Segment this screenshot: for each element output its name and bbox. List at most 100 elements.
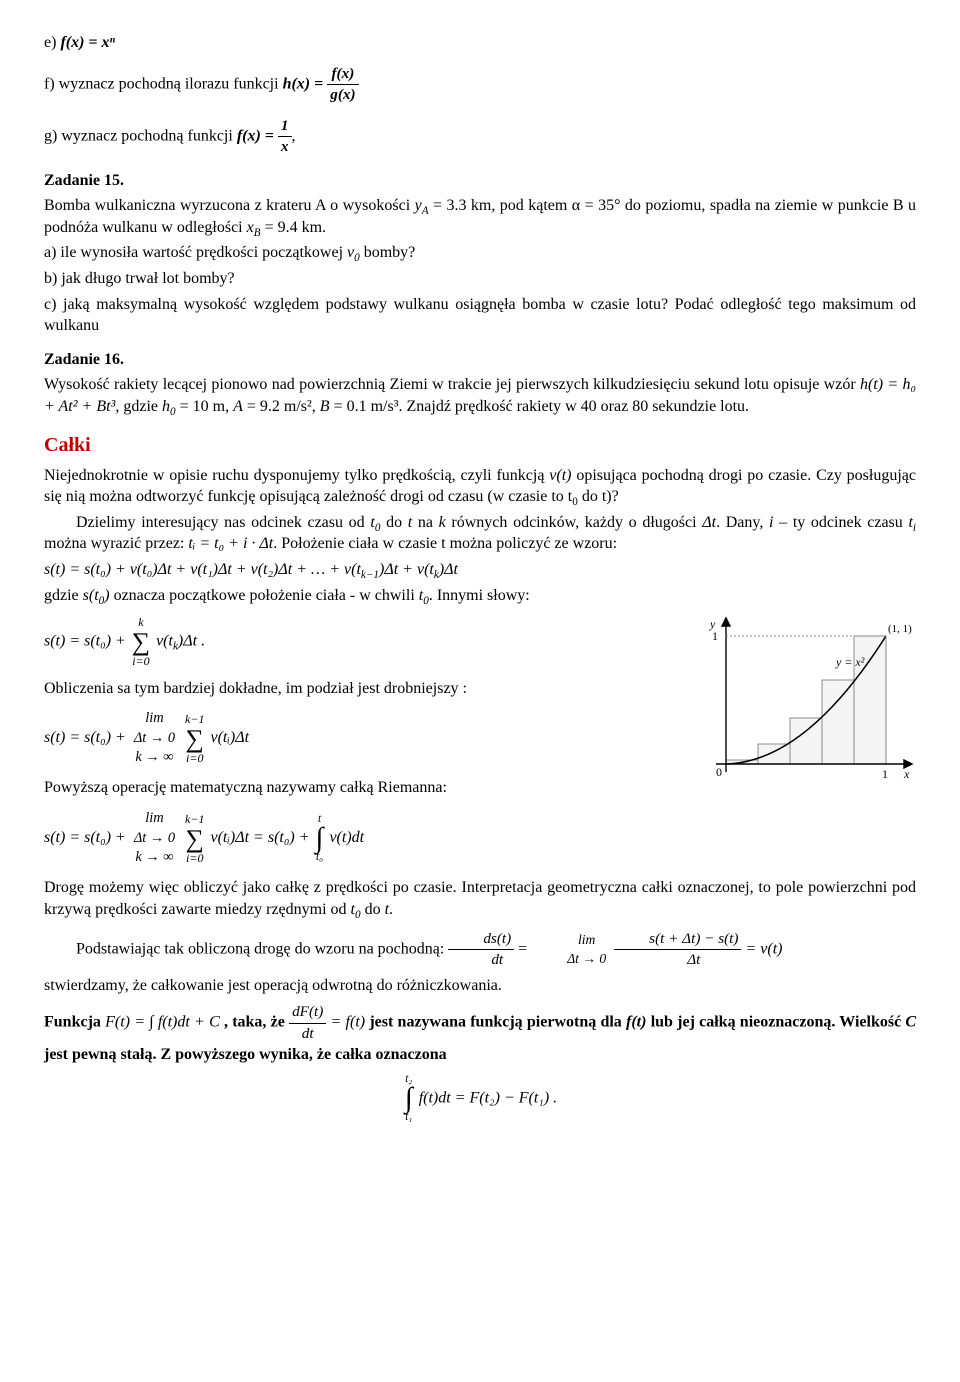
sum2-lim-top: lim [134, 709, 175, 728]
calki-p2a: Dzielimy interesujący nas odcinek czasu … [76, 514, 370, 531]
calki-p2: Dzielimy interesujący nas odcinek czasu … [44, 512, 916, 555]
p7-lim-top: lim [535, 931, 606, 949]
item-g-num: 1 [278, 116, 292, 138]
riem-lim: lim Δt → 0 k → ∞ [134, 809, 175, 867]
p9f: jest pewną stałą. Z powyższego wynika, ż… [44, 1046, 447, 1063]
riem-sum-bot: i=0 [185, 850, 204, 866]
z16-body: Wysokość rakiety lecącej pionowo nad pow… [44, 374, 916, 417]
item-f-text: f) wyznacz pochodną ilorazu funkcji [44, 75, 283, 92]
p9-C: C [905, 1014, 916, 1031]
calki-final: t₂ ∫ t₁ f(t)dt = F(t₂) − F(t₁) . [44, 1072, 916, 1125]
p9a: Funkcja [44, 1014, 105, 1031]
z15-qa: a) ile wynosiła wartość prędkości począt… [44, 242, 916, 264]
p9c: = f(t) [331, 1014, 366, 1031]
p9-den: dt [289, 1024, 326, 1045]
sum2-lim-bot: k → ∞ [134, 748, 175, 767]
riem-sigma: k−1 ∑ i=0 [185, 811, 204, 866]
p9-num: dF(t) [289, 1002, 326, 1024]
sum2-lim-mid: Δt → 0 [134, 729, 175, 748]
p7-num1: ds(t) [448, 929, 514, 951]
z15-body: Bomba wulkaniczna wyrzucona z krateru A … [44, 195, 916, 238]
calki-p6c: . [389, 901, 393, 918]
z16-b5: = 0.1 m/s³. Znajdź prędkość rakiety w 40… [330, 398, 750, 415]
riem-lim-mid: Δt → 0 [134, 829, 175, 848]
calki-p2h: . Położenie ciała w czasie t można polic… [273, 535, 617, 552]
calki-p3a: gdzie [44, 587, 83, 604]
p9e: lub jej całką nieoznaczoną. Wielkość [651, 1014, 906, 1031]
calki-eq-ti: tᵢ = t₀ + i · Δt [188, 535, 273, 552]
calki-ti-sub: i [913, 522, 916, 534]
sum2-lim: lim Δt → 0 k → ∞ [134, 709, 175, 767]
p7b: = v(t) [745, 940, 782, 957]
graph-point: (1, 1) [888, 623, 912, 635]
item-g: g) wyznacz pochodną funkcji f(x) = 1 x , [44, 116, 916, 158]
final-eq: f(t)dt = F(t₂) − F(t₁) . [419, 1089, 557, 1106]
z15-eq2: = 9.4 km. [261, 219, 326, 236]
z16-b3: = 10 m, [176, 398, 233, 415]
graph-origin: 0 [716, 765, 722, 779]
z15-qc: c) jaką maksymalną wysokość względem pod… [44, 294, 916, 337]
z16-B: B [320, 398, 330, 415]
item-e-prefix: e) [44, 34, 60, 51]
calki-p2g: można wyrazić przez: [44, 535, 188, 552]
calki-p1: Niejednokrotnie w opisie ruchu dysponuje… [44, 465, 916, 508]
item-f-num: f(x) [327, 64, 358, 86]
riemann-graph: y x 0 1 1 (1, 1) y = x² [686, 614, 916, 791]
item-g-text: g) wyznacz pochodną funkcji [44, 127, 237, 144]
p7-den2: Δt [614, 950, 741, 971]
calki-st0: s(t [83, 587, 99, 604]
sum2-rhs: v(tᵢ)Δt [210, 729, 249, 746]
calki-eq-st-mid: )Δt + v(t [379, 561, 434, 578]
p7-num2: s(t + Δt) − s(t) [614, 929, 741, 951]
sum1-rhs2: )Δt . [178, 633, 205, 650]
final-int-bot: t₁ [405, 1110, 413, 1125]
z15-qa-text: a) ile wynosiła wartość prędkości począt… [44, 244, 347, 261]
riem-lim-top: lim [134, 809, 175, 828]
riem-int: t ∫ t₀ [316, 812, 324, 865]
z15-qb: b) jak długo trwał lot bomby? [44, 268, 916, 290]
sum2-bot: i=0 [185, 750, 204, 766]
graph-one-x: 1 [882, 767, 888, 781]
z15-qa-suffix: bomby? [360, 244, 416, 261]
riem-rhs: v(t)dt [329, 829, 364, 846]
calki-p2c: na [412, 514, 438, 531]
sum2-sigma: k−1 ∑ i=0 [185, 711, 204, 766]
sum1-rhs: v(t [156, 633, 173, 650]
z16-A: A [233, 398, 243, 415]
p9b: , taka, że [224, 1014, 289, 1031]
item-g-suffix: , [292, 127, 296, 144]
z15-body-a: Bomba wulkaniczna wyrzucona z krateru A … [44, 197, 415, 214]
calki-p3c: . Innymi słowy: [429, 587, 530, 604]
item-g-den: x [278, 137, 292, 158]
z15-xB-sub: B [254, 227, 261, 239]
calki-k: k [439, 514, 446, 531]
calki-p1c: do t)? [578, 488, 619, 505]
calki-p2e: . Dany, [716, 514, 769, 531]
item-f-lhs: h(x) = [283, 75, 328, 92]
calki-p8: stwierdzamy, że całkowanie jest operacją… [44, 975, 916, 997]
riem-int-bot: t₀ [316, 850, 324, 865]
z16-b1: Wysokość rakiety lecącej pionowo nad pow… [44, 376, 860, 393]
p7-lim-mid: Δt → 0 [535, 950, 606, 968]
p7a: Podstawiając tak obliczoną drogę do wzor… [76, 940, 448, 957]
calki-p9: Funkcja F(t) = ∫ f(t)dt + C , taka, że d… [44, 1002, 916, 1066]
calki-p3b: oznacza początkowe położenie ciała - w c… [110, 587, 419, 604]
item-f-den: g(x) [327, 85, 358, 106]
z16-b4: = 9.2 m/s², [243, 398, 320, 415]
calki-dt: Δt [702, 514, 716, 531]
p9d: jest nazywana funkcją pierwotną dla [369, 1014, 626, 1031]
calki-eq-st-a: s(t) = s(t₀) + v(t₀)Δt + v(t₁)Δt + v(t₂)… [44, 561, 361, 578]
calki-p6: Drogę możemy więc obliczyć jako całkę z … [44, 877, 916, 920]
item-e-formula: f(x) = xⁿ [60, 34, 115, 51]
calki-p3: gdzie s(t0) oznacza początkowe położenie… [44, 585, 916, 607]
calki-p2b: do [380, 514, 407, 531]
calki-riemann: s(t) = s(t₀) + lim Δt → 0 k → ∞ k−1 ∑ i=… [44, 809, 916, 867]
calki-p2d: równych odcinków, każdy o długości [446, 514, 702, 531]
z16-title: Zadanie 16. [44, 349, 916, 371]
calki-eq-st-end: )Δt [439, 561, 458, 578]
z15-title: Zadanie 15. [44, 170, 916, 192]
riem-mid: v(tᵢ)Δt = s(t₀) + [210, 829, 313, 846]
p7-frac1: ds(t) dt [448, 929, 514, 971]
sum2-lhs: s(t) = s(t₀) + [44, 729, 130, 746]
p7-lim: lim Δt → 0 [535, 931, 606, 968]
